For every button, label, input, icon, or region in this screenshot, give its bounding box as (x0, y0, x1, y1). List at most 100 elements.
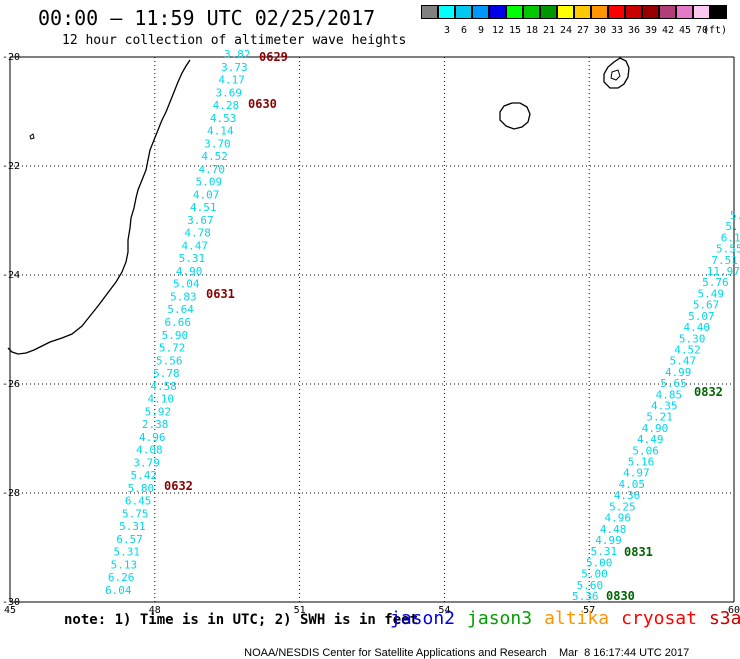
islet-outline (29, 133, 35, 140)
swh-label: 4.10 (148, 393, 175, 406)
track-east: 5.5.6.165.557.5111.975.765.495.675.074.4… (572, 209, 740, 603)
swh-label: 6.66 (165, 316, 192, 329)
swh-label: 5. (725, 220, 738, 233)
legend-swatch (523, 5, 540, 19)
legend-swatch (574, 5, 591, 19)
swh-label: 4.52 (201, 150, 228, 163)
swh-label: 5. (730, 209, 740, 222)
satellite-name-jason2: jason2 (390, 608, 456, 629)
lat-tick-label: -20 (2, 52, 20, 63)
lon-tick-label: 60 (728, 605, 740, 616)
swh-label: 4.36 (614, 489, 641, 502)
track-west: 3.823.734.173.694.284.534.143.704.524.70… (105, 48, 288, 597)
swh-label: 5.83 (170, 290, 197, 303)
swh-label: 5.92 (145, 405, 172, 418)
swh-label: 4.90 (176, 265, 203, 278)
swh-label: 5.30 (679, 332, 706, 345)
swh-label: 4.96 (139, 431, 166, 444)
swh-label: 4.28 (213, 99, 240, 112)
swh-label: 4.17 (218, 74, 245, 87)
legend-swatch (591, 5, 608, 19)
swh-label: 4.51 (190, 201, 217, 214)
swh-label: 5.21 (646, 411, 673, 424)
swh-label: 5.16 (628, 456, 655, 469)
swh-label: 5.64 (167, 303, 194, 316)
time-label: 0632 (164, 479, 193, 493)
legend-swatch (676, 5, 693, 19)
swh-label: 3.67 (187, 214, 214, 227)
legend-swatch (421, 5, 438, 19)
time-label: 0629 (259, 50, 288, 64)
satellite-name-cryosat: cryosat (621, 608, 697, 629)
swh-label: 5.04 (173, 278, 200, 291)
swh-label: 5.31 (179, 252, 206, 265)
swh-label: 4.47 (182, 239, 209, 252)
swh-label: 5.76 (702, 276, 729, 289)
swh-label: 4.07 (193, 188, 220, 201)
swh-label: 5.47 (670, 355, 697, 368)
swh-label: 2.38 (142, 418, 169, 431)
swh-label: 5.56 (156, 354, 183, 367)
swh-label: 4.49 (637, 433, 664, 446)
mauritius-island-outline (603, 57, 630, 89)
swh-label: 4.48 (600, 523, 627, 536)
time-label: 0630 (248, 97, 277, 111)
legend-label: 18 (525, 25, 539, 36)
lon-tick-label: 54 (438, 605, 450, 616)
legend-label: 36 (627, 25, 641, 36)
swh-label: 5.31 (114, 546, 141, 559)
satellite-name-altika: altika (544, 608, 610, 629)
units-note: note: 1) Time is in UTC; 2) SWH is in fe… (64, 612, 419, 628)
swh-label: 4.96 (605, 512, 632, 525)
legend-swatch (625, 5, 642, 19)
swh-label: 4.08 (136, 444, 163, 457)
legend-label: 30 (593, 25, 607, 36)
swh-label: 5.31 (591, 545, 618, 558)
swh-label: 5.60 (577, 579, 604, 592)
swh-label: 5.09 (196, 176, 223, 189)
swh-label: 4.78 (184, 227, 211, 240)
swh-label: 5.07 (688, 310, 715, 323)
swh-label: 5.90 (162, 329, 189, 342)
swh-label: 5.49 (697, 287, 724, 300)
swh-label: 4.58 (150, 380, 177, 393)
legend-unit-label: (ft) (703, 25, 728, 36)
swh-label: 4.97 (623, 467, 650, 480)
swh-label: 5.67 (693, 299, 720, 312)
swh-label: 4.52 (674, 343, 701, 356)
swh-label: 4.99 (665, 366, 692, 379)
swh-label: 5.31 (119, 520, 145, 533)
legend-swatch (489, 5, 506, 19)
lat-tick-label: -26 (2, 379, 20, 390)
swh-label: 4.70 (199, 163, 226, 176)
satellite-legend: jason2 jason3 altika cryosat s3a (390, 608, 740, 629)
swh-label: 5.75 (122, 507, 149, 520)
swh-label: 5.72 (159, 342, 186, 355)
mauritius-inner-outline (610, 69, 621, 81)
legend-swatch (472, 5, 489, 19)
legend-swatch (693, 5, 710, 19)
swh-label: 6.16 (721, 231, 740, 244)
legend-swatch (659, 5, 676, 19)
swh-label: 6.04 (105, 584, 132, 597)
legend-swatch (540, 5, 557, 19)
legend-label: 24 (559, 25, 573, 36)
timestamp-text: Mar 8 16:17:44 UTC 2017 (559, 647, 690, 659)
swh-label: 7.51 (711, 254, 738, 267)
time-label: 0830 (606, 589, 635, 603)
swh-label: 3.73 (221, 61, 248, 74)
swh-label: 5.65 (660, 377, 687, 390)
legend-label: 27 (576, 25, 590, 36)
lat-tick-label: -28 (2, 488, 20, 499)
reunion-island-outline (499, 102, 531, 130)
swh-label: 4.53 (210, 112, 237, 125)
madagascar-coastline (7, 59, 191, 355)
legend-label: 12 (491, 25, 505, 36)
swh-label: 5.78 (153, 367, 180, 380)
swh-label: 4.35 (651, 400, 678, 413)
swh-label: 5.06 (632, 444, 659, 457)
swh-label: 5.55 (716, 243, 740, 256)
swh-label: 4.99 (595, 534, 622, 547)
lon-tick-label: 45 (4, 605, 16, 616)
